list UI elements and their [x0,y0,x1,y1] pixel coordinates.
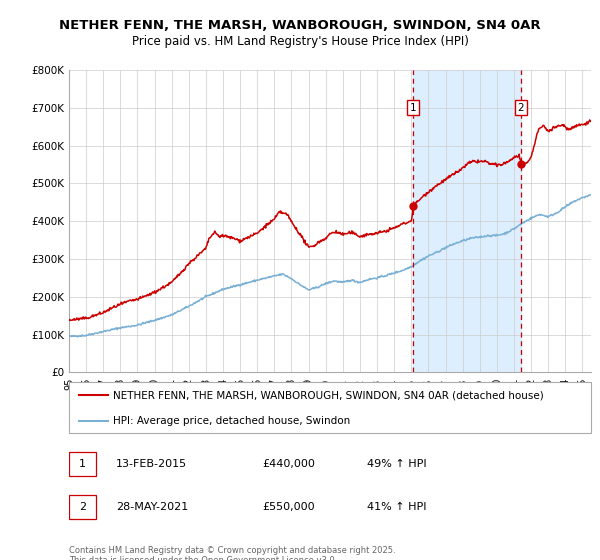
Text: 13-FEB-2015: 13-FEB-2015 [116,459,187,469]
FancyBboxPatch shape [69,382,591,433]
Text: 1: 1 [410,103,416,113]
Text: £440,000: £440,000 [262,459,315,469]
Text: 2: 2 [518,103,524,113]
Text: 49% ↑ HPI: 49% ↑ HPI [367,459,426,469]
Text: £550,000: £550,000 [262,502,315,512]
Text: 28-MAY-2021: 28-MAY-2021 [116,502,188,512]
Text: NETHER FENN, THE MARSH, WANBOROUGH, SWINDON, SN4 0AR (detached house): NETHER FENN, THE MARSH, WANBOROUGH, SWIN… [113,390,544,400]
Text: 2: 2 [79,502,86,512]
FancyBboxPatch shape [69,452,96,476]
Text: 1: 1 [79,459,86,469]
FancyBboxPatch shape [69,495,96,520]
Text: Contains HM Land Registry data © Crown copyright and database right 2025.
This d: Contains HM Land Registry data © Crown c… [69,546,395,560]
Text: Price paid vs. HM Land Registry's House Price Index (HPI): Price paid vs. HM Land Registry's House … [131,35,469,49]
Text: 41% ↑ HPI: 41% ↑ HPI [367,502,426,512]
Bar [413,70,521,372]
Text: HPI: Average price, detached house, Swindon: HPI: Average price, detached house, Swin… [113,416,350,426]
Text: NETHER FENN, THE MARSH, WANBOROUGH, SWINDON, SN4 0AR: NETHER FENN, THE MARSH, WANBOROUGH, SWIN… [59,18,541,32]
